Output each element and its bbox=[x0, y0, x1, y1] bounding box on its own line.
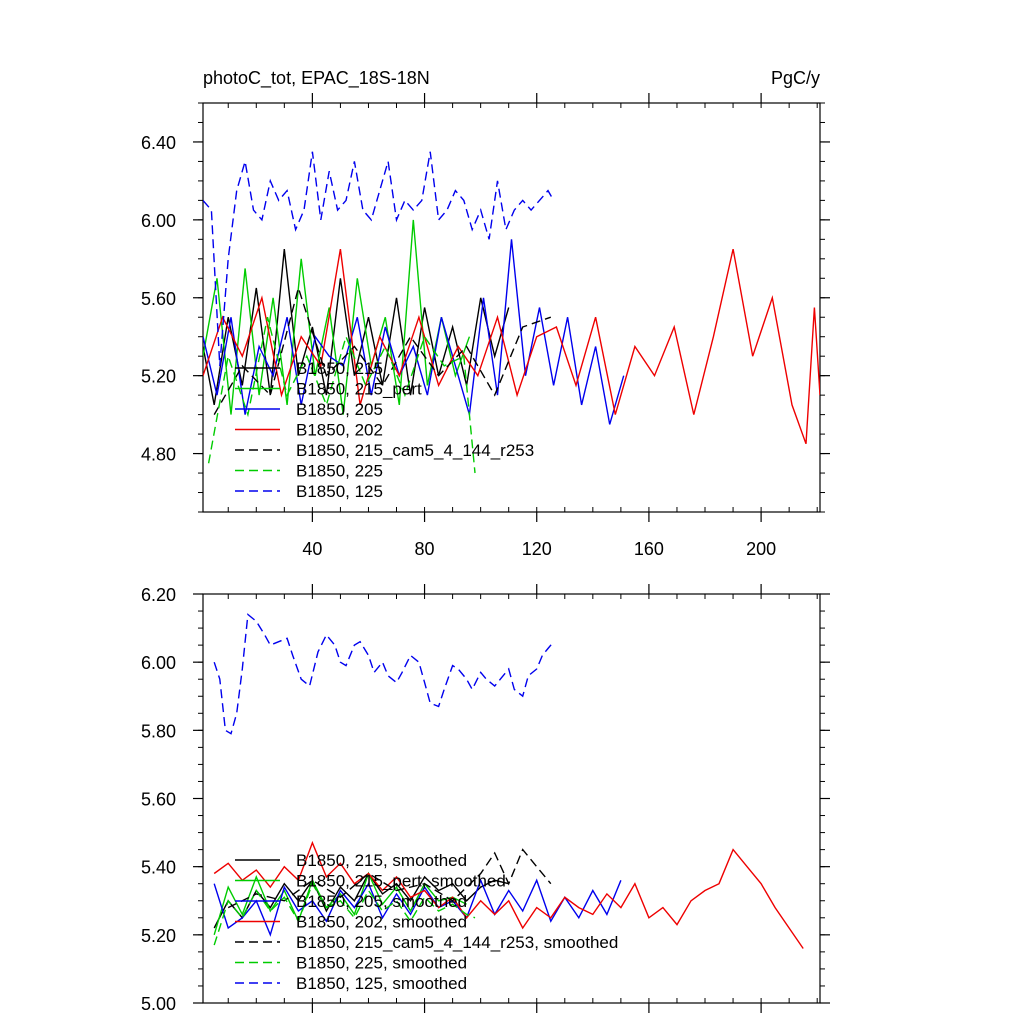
top-y-tick-label: 6.40 bbox=[141, 133, 176, 153]
top-x-tick-label: 120 bbox=[522, 539, 552, 559]
top-series-line-5 bbox=[207, 317, 476, 474]
top-series-line-6 bbox=[203, 151, 555, 366]
bottom-y-tick-label: 6.20 bbox=[141, 585, 176, 605]
bottom-legend-label-2: B1850, 205, smoothed bbox=[296, 892, 467, 911]
top-y-tick-label: 5.20 bbox=[141, 367, 176, 387]
top-legend-label-0: B1850, 215 bbox=[296, 359, 383, 378]
bottom-legend-label-1: B1850, 215_pert, smoothed bbox=[296, 872, 506, 891]
top-x-tick-label: 200 bbox=[746, 539, 776, 559]
top-series-line-2 bbox=[203, 239, 625, 425]
chart-units: PgC/y bbox=[771, 68, 820, 88]
top-legend-label-3: B1850, 202 bbox=[296, 421, 383, 440]
top-series-group bbox=[203, 151, 820, 474]
top-legend-label-5: B1850, 225 bbox=[296, 462, 383, 481]
top-plot-frame bbox=[202, 102, 821, 513]
top-y-tick-label: 6.00 bbox=[141, 211, 176, 231]
bottom-y-tick-label: 5.00 bbox=[141, 994, 176, 1014]
bottom-y-tick-label: 5.60 bbox=[141, 790, 176, 810]
top-legend-label-4: B1850, 215_cam5_4_144_r253 bbox=[296, 441, 534, 460]
bottom-series-line-4 bbox=[227, 848, 552, 909]
bottom-y-tick-label: 5.20 bbox=[141, 926, 176, 946]
top-legend-label-6: B1850, 125 bbox=[296, 482, 383, 501]
bottom-series-line-2 bbox=[213, 878, 622, 937]
chart-title: photoC_tot, EPAC_18S-18N bbox=[203, 68, 430, 89]
bottom-legend-label-3: B1850, 202, smoothed bbox=[296, 913, 467, 932]
top-series-line-4 bbox=[213, 285, 552, 415]
top-x-tick-label: 160 bbox=[634, 539, 664, 559]
top-panel: 40 80 120 160 200 4.80 5.20 5.60 6.00 6.40 B1850, … bbox=[141, 93, 830, 559]
bottom-y-tick-label: 5.40 bbox=[141, 858, 176, 878]
top-y-tick-label: 5.60 bbox=[141, 289, 176, 309]
top-legend-label-2: B1850, 205 bbox=[296, 400, 383, 419]
bottom-legend-label-0: B1850, 215, smoothed bbox=[296, 851, 467, 870]
bottom-panel: 5.00 5.20 5.40 5.60 5.80 6.00 6.20 B1850, 215, … bbox=[141, 584, 830, 1014]
top-x-tick-label: 80 bbox=[415, 539, 435, 559]
top-y-tick-label: 4.80 bbox=[141, 445, 176, 465]
bottom-series-line-5 bbox=[213, 882, 476, 946]
bottom-legend-label-4: B1850, 215_cam5_4_144_r253, smoothed bbox=[296, 933, 618, 952]
top-x-tick-label: 40 bbox=[302, 539, 322, 559]
bottom-series-line-3 bbox=[213, 840, 804, 949]
bottom-series-group bbox=[213, 613, 804, 949]
top-legend-label-1: B1850, 215_pert bbox=[296, 380, 422, 399]
bottom-series-line-6 bbox=[213, 613, 555, 735]
bottom-legend-label-5: B1850, 225, smoothed bbox=[296, 954, 467, 973]
top-series-line-3 bbox=[203, 248, 820, 445]
top-series-line-0 bbox=[203, 249, 510, 406]
bottom-y-tick-label: 6.00 bbox=[141, 653, 176, 673]
bottom-y-tick-label: 5.80 bbox=[141, 721, 176, 741]
bottom-series-line-0 bbox=[213, 872, 509, 929]
bottom-legend-label-6: B1850, 125, smoothed bbox=[296, 974, 467, 993]
